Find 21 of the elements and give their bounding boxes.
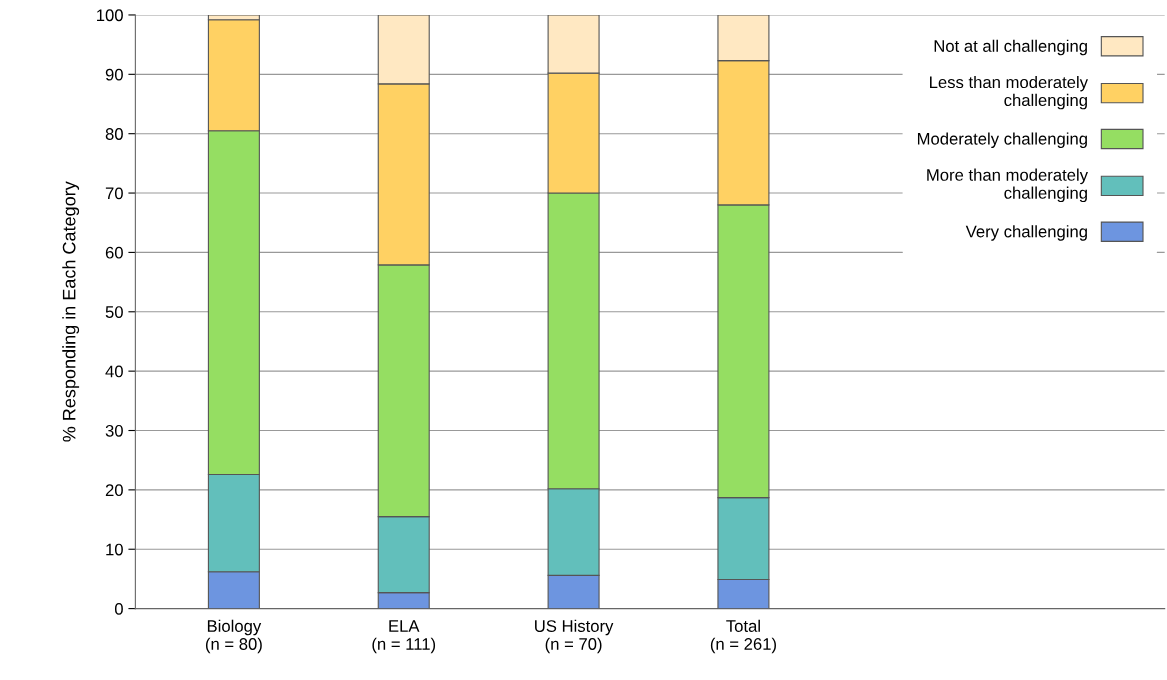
y-axis-title: % Responding in Each Category <box>62 181 80 442</box>
y-tick-label: 60 <box>105 246 123 259</box>
y-tick-label: 80 <box>105 128 123 140</box>
y-tick-label: 40 <box>105 365 123 378</box>
x-tick-label: Total (n = 261) <box>710 619 776 654</box>
legend-label: Moderately challenging <box>917 132 1087 148</box>
x-tick-label: US History (n = 70) <box>535 619 614 654</box>
y-tick-label: 10 <box>106 543 123 556</box>
y-tick-label: 20 <box>105 484 123 497</box>
y-tick-label: 90 <box>105 68 123 81</box>
legend-label: Not at all challenging <box>934 39 1087 56</box>
y-tick-label: 50 <box>105 306 123 318</box>
y-tick-label: 100 <box>97 9 123 22</box>
y-tick-label: 30 <box>105 424 123 437</box>
y-tick-label: 70 <box>105 187 123 200</box>
x-tick-label: Biology (n = 80) <box>205 619 262 654</box>
legend-label: Very challenging <box>965 225 1087 241</box>
y-tick-label: 0 <box>114 603 123 615</box>
legend-label: Less than moderately challenging <box>930 75 1088 110</box>
x-tick-label: ELA (n = 111) <box>372 620 436 654</box>
legend-label: More than moderately challenging <box>927 168 1088 203</box>
